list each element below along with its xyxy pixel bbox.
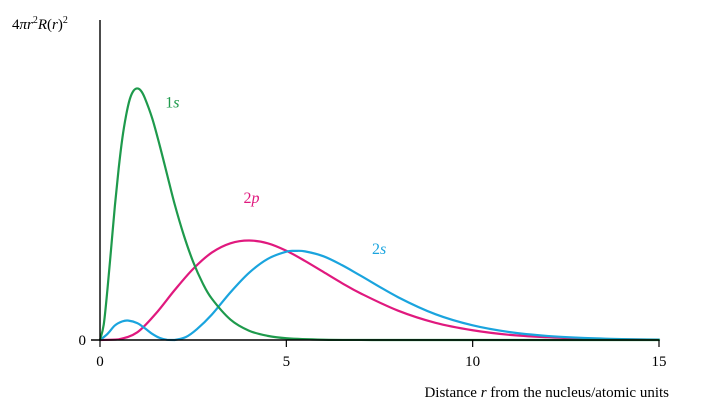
y-axis-title: 4πr2R(r)2 [12,15,68,33]
series-group [98,87,661,342]
y-axis-title-R: R [37,17,47,33]
series-label-letter: s [173,95,179,112]
x-axis-title-before: Distance [424,385,480,401]
series-label-digit: 2 [372,241,380,258]
x-tick-label: 0 [96,354,104,370]
series-label-1s: 1s [165,95,179,112]
y-axis-title-close: ) [58,17,63,33]
x-axis-title-after: from the nucleus/atomic units [487,385,670,401]
x-tick-label: 15 [652,354,667,370]
y-axis-title-prefix: 4 [12,17,20,33]
series-label-digit: 1 [165,95,173,112]
series-line-2p [98,239,661,342]
series-label-2s: 2s [372,241,386,258]
series-line-2s [98,249,661,342]
y-axis-title-arg: r [52,17,58,33]
y-axis-title-r: r [27,17,33,33]
x-tick-label: 5 [283,354,291,370]
x-axis-title: Distance r from the nucleus/atomic units [424,385,669,401]
x-axis-title-variable: r [481,385,487,401]
series-label-2p: 2p [243,190,259,207]
x-tick-label: 10 [465,354,480,370]
series-label-letter: s [380,241,386,258]
y-axis-title-open: ( [47,17,52,33]
x-ticks-group: 0 5 10 15 [96,340,667,370]
y-ticks-group: 0 [79,333,87,349]
y-axis-title-pi: π [20,17,28,33]
y-axis-title-sq2: 2 [63,15,68,26]
series-label-digit: 2 [243,190,251,207]
y-axis-title-sq: 2 [33,15,38,26]
series-label-letter: p [250,190,259,207]
y-tick-label: 0 [79,333,87,349]
